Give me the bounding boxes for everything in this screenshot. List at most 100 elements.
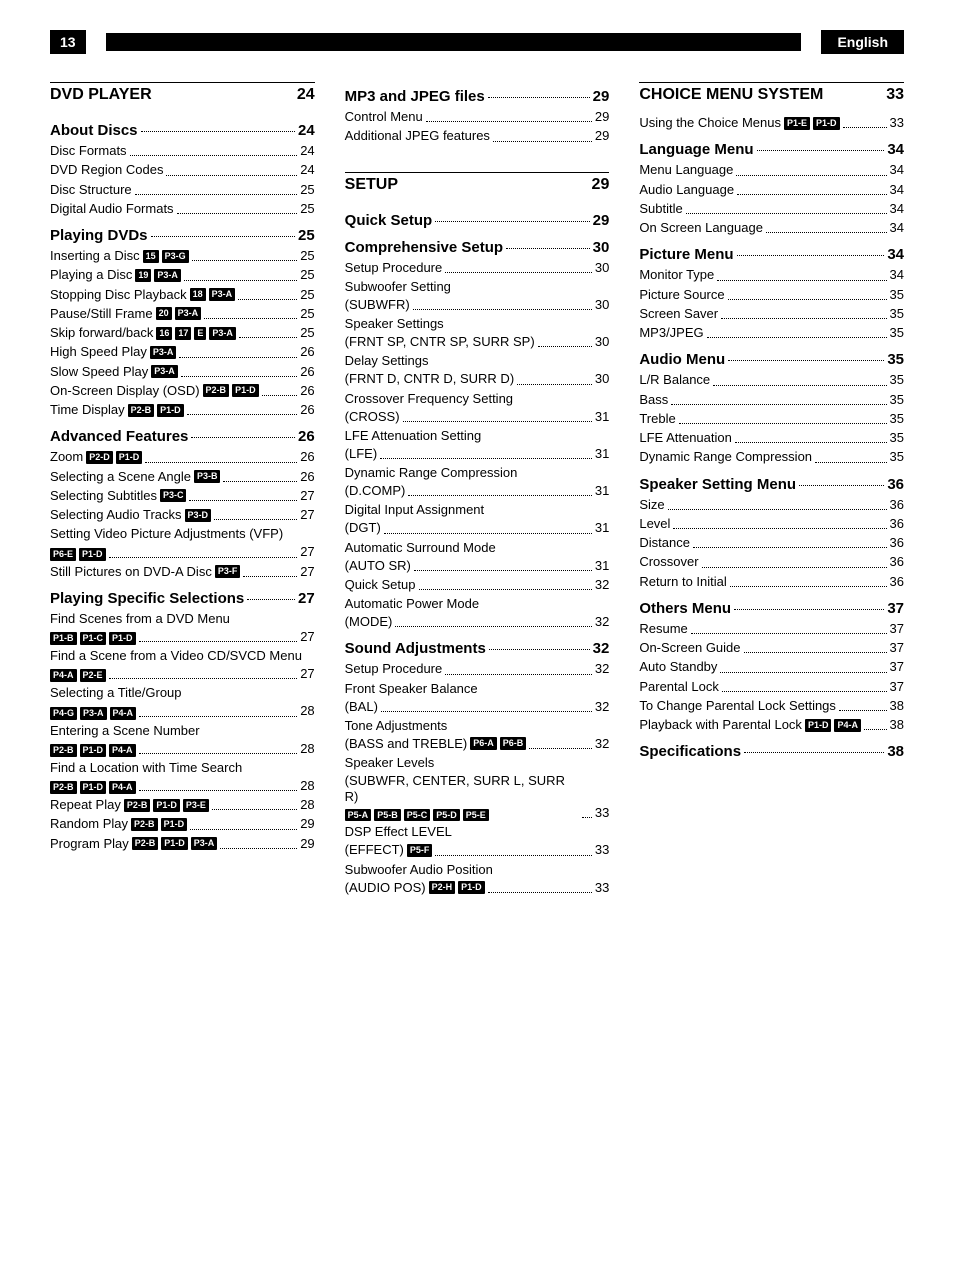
ref-tag: P1-D (813, 117, 840, 130)
leader-dots (707, 337, 887, 338)
toc-columns: DVD PLAYER24About Discs24Disc Formats 24… (50, 78, 904, 899)
subline-label: (BASS and TREBLE) P6-A P6-B (345, 736, 527, 752)
toc-item: Selecting Subtitles P3-C27 (50, 488, 315, 504)
item-label: L/R Balance (639, 372, 710, 388)
ref-tag: P4-A (109, 781, 136, 794)
item-page: 34 (890, 267, 904, 283)
ref-tag: P5-C (404, 809, 431, 822)
leader-dots (488, 892, 592, 893)
item-label: Skip forward/back 16 17 E P3-A (50, 325, 236, 341)
item-label: Tone Adjustments (345, 718, 610, 733)
toc-item: Selecting Audio Tracks P3-D27 (50, 507, 315, 523)
leader-dots (493, 141, 592, 142)
toc-item: Setup Procedure 32 (345, 661, 610, 677)
item-label: To Change Parental Lock Settings (639, 698, 836, 714)
toc-item: Playing a Disc 19 P3-A25 (50, 267, 315, 283)
leader-dots (720, 672, 886, 673)
section-label: DVD PLAYER (50, 86, 152, 104)
ref-tag: P5-D (433, 809, 460, 822)
item-page: 30 (595, 260, 609, 276)
toc-item: Resume 37 (639, 621, 904, 637)
item-label: Pause/Still Frame 20 P3-A (50, 306, 201, 322)
item-label: Automatic Surround Mode (345, 540, 610, 555)
leader-dots (139, 641, 298, 642)
item-label: Selecting a Title/Group (50, 685, 315, 700)
toc-subline: (MODE) 32 (345, 614, 610, 630)
leader-dots (529, 748, 592, 749)
leader-dots (799, 485, 884, 486)
leader-dots (668, 509, 887, 510)
ref-tag: P3-A (151, 365, 178, 378)
item-label: Monitor Type (639, 267, 714, 283)
ref-tag: P1-D (805, 719, 832, 732)
item-label: Disc Formats (50, 143, 127, 159)
item-label: Auto Standby (639, 659, 717, 675)
item-label: Front Speaker Balance (345, 681, 610, 696)
leader-dots (414, 570, 592, 571)
item-label: Selecting a Scene Angle P3-B (50, 469, 220, 485)
item-label: Distance (639, 535, 690, 551)
toc-item: Still Pictures on DVD-A Disc P3-F27 (50, 564, 315, 580)
leader-dots (736, 175, 886, 176)
leader-dots (204, 318, 297, 319)
ref-tag: P1-D (116, 451, 143, 464)
subsection-heading: Playing DVDs25 (50, 227, 315, 244)
ref-tag: P2-B (124, 799, 151, 812)
heading-label: Quick Setup (345, 212, 433, 229)
item-page: 25 (300, 325, 314, 341)
item-page: 35 (890, 411, 904, 427)
ref-tag: P3-A (209, 327, 236, 340)
ref-tag: E (194, 327, 206, 340)
leader-dots (744, 652, 887, 653)
leader-dots (190, 829, 297, 830)
leader-dots (109, 678, 298, 679)
toc-item: Inserting a Disc 15 P3-G25 (50, 248, 315, 264)
item-label: Audio Language (639, 182, 734, 198)
leader-dots (843, 127, 887, 128)
item-page: 35 (890, 287, 904, 303)
item-label: Entering a Scene Number (50, 723, 315, 738)
heading-page: 24 (298, 122, 315, 139)
leader-dots (721, 318, 886, 319)
item-page: 35 (890, 449, 904, 465)
item-label: Speaker Settings (345, 316, 610, 331)
toc-column: CHOICE MENU SYSTEM33Using the Choice Men… (639, 78, 904, 899)
leader-dots (679, 423, 887, 424)
section-heading: CHOICE MENU SYSTEM33 (639, 82, 904, 112)
item-page: 24 (300, 143, 314, 159)
toc-item-multi: Speaker Levels(SUBWFR, CENTER, SURR L, S… (345, 755, 610, 821)
item-page: 33 (890, 115, 904, 131)
item-page: 38 (890, 698, 904, 714)
item-page: 26 (300, 364, 314, 380)
toc-item: Disc Structure 25 (50, 182, 315, 198)
toc-item: Random Play P2-B P1-D29 (50, 816, 315, 832)
ref-tag: P6-B (500, 737, 527, 750)
item-page: 28 (300, 703, 314, 719)
item-label: Speaker Levels (345, 755, 610, 770)
item-page: 37 (890, 640, 904, 656)
toc-item: Monitor Type 34 (639, 267, 904, 283)
subsection-heading: MP3 and JPEG files29 (345, 88, 610, 105)
item-label: Automatic Power Mode (345, 596, 610, 611)
heading-label: Audio Menu (639, 351, 725, 368)
ref-tag: P3-A (154, 269, 181, 282)
ref-tag: P1-C (80, 632, 107, 645)
leader-dots (139, 753, 298, 754)
page-number: 13 (50, 30, 86, 54)
toc-item-multi: Speaker Settings(FRNT SP, CNTR SP, SURR … (345, 316, 610, 350)
heading-label: Specifications (639, 743, 741, 760)
leader-dots (730, 586, 887, 587)
item-page: 36 (890, 554, 904, 570)
ref-tag: 15 (143, 250, 159, 263)
item-label: Delay Settings (345, 353, 610, 368)
toc-item-multi: Front Speaker Balance(BAL) 32 (345, 681, 610, 715)
leader-dots (702, 567, 887, 568)
item-label: Inserting a Disc 15 P3-G (50, 248, 189, 264)
leader-dots (445, 272, 592, 273)
item-label: Find Scenes from a DVD Menu (50, 611, 315, 626)
leader-dots (212, 809, 297, 810)
toc-item: Audio Language 34 (639, 182, 904, 198)
item-page: 26 (300, 469, 314, 485)
item-page: 35 (890, 306, 904, 322)
toc-item-multi: DSP Effect LEVEL(EFFECT) P5-F33 (345, 824, 610, 858)
